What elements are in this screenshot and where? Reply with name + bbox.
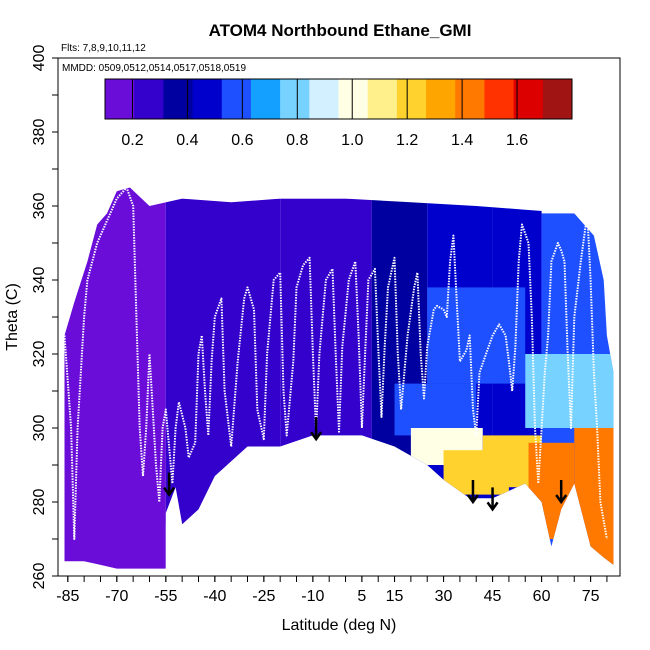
colorbar-tick-label-4: 1.0 bbox=[341, 132, 363, 149]
field-region-7 bbox=[394, 383, 477, 436]
arrow-marker-4 bbox=[555, 480, 568, 505]
y-tick-label-0: 260 bbox=[31, 563, 48, 590]
x-tick-label-3: -40 bbox=[203, 588, 226, 605]
y-axis: 260 280 300 320 340 360 380 400 bbox=[31, 45, 58, 590]
colorbar-cell-4 bbox=[221, 79, 252, 119]
colorbar-tick-label-1: 0.4 bbox=[176, 132, 198, 149]
x-tick-label-2: -55 bbox=[154, 588, 177, 605]
colorbar-cell-1 bbox=[134, 79, 164, 119]
y-tick-label-5: 360 bbox=[31, 193, 48, 220]
dates-note: MMDD: 0509,0512,0514,0517,0518,0519 bbox=[62, 63, 246, 74]
colorbar-cell-6 bbox=[280, 79, 310, 119]
field-region-14 bbox=[574, 428, 614, 565]
x-axis: -85 -70 -55 -40 -25 -10 5 15 30 45 60 75 bbox=[56, 576, 608, 605]
y-tick-label-7: 400 bbox=[31, 45, 48, 72]
arrow-marker-1 bbox=[310, 417, 323, 442]
y-tick-label-1: 280 bbox=[31, 489, 48, 516]
x-tick-label-6: 5 bbox=[357, 588, 366, 605]
x-tick-label-5: -10 bbox=[301, 588, 324, 605]
colorbar-cell-10 bbox=[396, 79, 427, 119]
arrow-head bbox=[555, 494, 568, 505]
colorbar-tick-label-0: 0.2 bbox=[121, 132, 143, 149]
y-tick-label-3: 320 bbox=[31, 341, 48, 368]
x-axis-title: Latitude (deg N) bbox=[282, 617, 397, 634]
x-tick-label-7: 15 bbox=[386, 588, 404, 605]
arrow-marker-0 bbox=[163, 472, 176, 497]
chart-title: ATOM4 Northbound Ethane_GMI bbox=[209, 21, 472, 40]
colorbar-tick-label-5: 1.2 bbox=[396, 132, 418, 149]
colorbar-cell-8 bbox=[338, 79, 369, 119]
y-axis-title: Theta (C) bbox=[4, 283, 21, 351]
colorbar-cell-14 bbox=[513, 79, 544, 119]
colorbar-tick-label-2: 0.6 bbox=[231, 132, 253, 149]
colorbar-cell-3 bbox=[192, 79, 223, 119]
colorbar-cells bbox=[105, 79, 573, 119]
arrow-markers bbox=[163, 417, 568, 512]
x-tick-label-9: 45 bbox=[484, 588, 502, 605]
colorbar-tick-label-3: 0.8 bbox=[286, 132, 308, 149]
colorbar-cell-12 bbox=[455, 79, 485, 119]
x-tick-label-4: -25 bbox=[252, 588, 275, 605]
arrow-head bbox=[466, 494, 479, 505]
colorbar: 0.2 0.4 0.6 0.8 1.0 1.2 1.4 1.6 bbox=[104, 78, 573, 149]
colorbar-cell-5 bbox=[250, 79, 281, 119]
y-tick-label-6: 380 bbox=[31, 119, 48, 146]
arrow-head bbox=[163, 486, 176, 497]
x-tick-label-0: -85 bbox=[56, 588, 79, 605]
colorbar-cell-11 bbox=[426, 79, 456, 119]
colorbar-cell-9 bbox=[367, 79, 398, 119]
colorbar-cell-0 bbox=[105, 79, 135, 119]
colorbar-tick-label-7: 1.6 bbox=[506, 132, 528, 149]
y-tick-label-4: 340 bbox=[31, 267, 48, 294]
arrow-marker-3 bbox=[486, 487, 499, 512]
x-tick-label-1: -70 bbox=[105, 588, 128, 605]
arrow-head bbox=[486, 501, 499, 512]
colorbar-cell-2 bbox=[163, 79, 193, 119]
colorbar-cell-15 bbox=[542, 79, 573, 119]
colorbar-tick-label-6: 1.4 bbox=[451, 132, 473, 149]
heatmap-field bbox=[64, 187, 614, 569]
flight-track bbox=[63, 186, 608, 540]
colorbar-cell-13 bbox=[484, 79, 515, 119]
x-tick-label-11: 75 bbox=[582, 588, 600, 605]
field-region-8 bbox=[427, 287, 526, 384]
colorbar-cell-7 bbox=[309, 79, 339, 119]
colorbar-frame bbox=[104, 78, 573, 120]
arrow-head bbox=[310, 431, 323, 442]
x-tick-label-8: 30 bbox=[435, 588, 453, 605]
x-tick-label-10: 60 bbox=[533, 588, 551, 605]
flights-note: Flts: 7,8,9,10,11,12 bbox=[61, 43, 146, 54]
arrow-marker-2 bbox=[466, 480, 479, 505]
flight-track-line bbox=[63, 186, 608, 540]
field-region-9 bbox=[525, 354, 614, 428]
y-tick-label-2: 300 bbox=[31, 415, 48, 442]
field-region-13 bbox=[528, 442, 575, 539]
colorbar-ticks: 0.2 0.4 0.6 0.8 1.0 1.2 1.4 1.6 bbox=[121, 79, 528, 149]
